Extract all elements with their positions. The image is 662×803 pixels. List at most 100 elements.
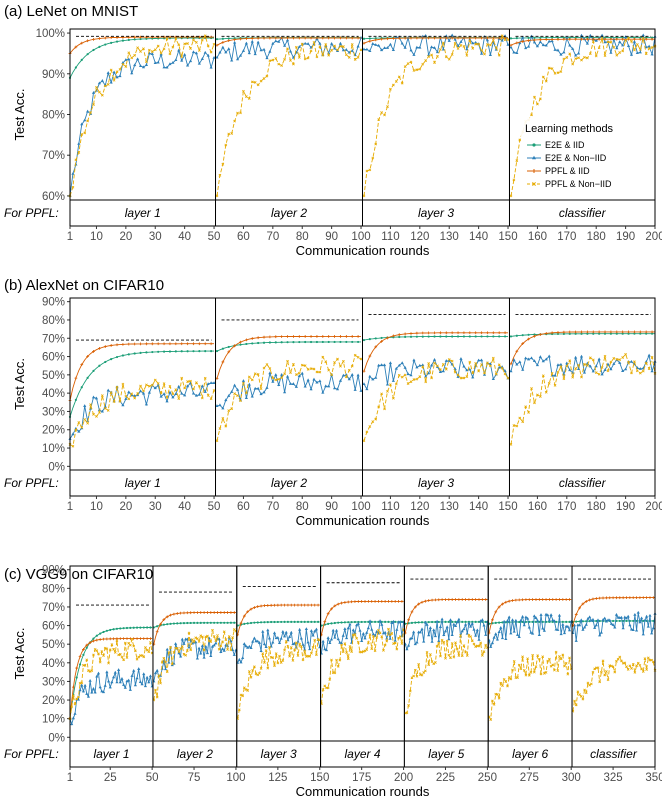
point-e2e-noniid <box>420 627 424 631</box>
point-e2e-noniid <box>321 639 325 643</box>
point-e2e-iid <box>172 622 176 625</box>
point-e2e-iid <box>95 634 98 637</box>
point-e2e-iid <box>227 345 230 349</box>
point-ppfl-noniid <box>189 379 192 383</box>
legend-key-marker <box>532 143 536 147</box>
point-ppfl-noniid <box>75 697 79 701</box>
point-ppfl-iid <box>292 335 295 338</box>
point-e2e-noniid <box>502 619 506 623</box>
point-ppfl-noniid <box>360 650 364 654</box>
point-e2e-noniid <box>614 613 619 616</box>
point-ppfl-noniid <box>333 361 336 364</box>
point-e2e-iid <box>327 622 330 625</box>
point-ppfl-noniid <box>135 657 139 661</box>
point-ppfl-noniid <box>377 629 380 632</box>
point-ppfl-iid <box>306 603 310 607</box>
point-e2e-noniid <box>547 354 551 358</box>
series-line-e2e-noniid <box>69 382 214 440</box>
point-ppfl-noniid <box>464 650 467 654</box>
point-e2e-iid <box>562 332 565 335</box>
point-ppfl-iid <box>125 637 129 641</box>
point-e2e-noniid <box>444 359 448 362</box>
point-e2e-noniid <box>623 615 627 619</box>
point-e2e-iid <box>368 338 371 341</box>
point-e2e-noniid <box>200 384 204 388</box>
point-e2e-noniid <box>262 642 267 646</box>
point-ppfl-noniid <box>483 371 486 375</box>
point-ppfl-noniid <box>328 677 332 681</box>
point-e2e-noniid <box>645 614 649 618</box>
point-e2e-noniid <box>565 36 569 40</box>
point-ppfl-noniid <box>626 668 630 671</box>
point-ppfl-noniid <box>603 673 607 677</box>
point-e2e-iid <box>135 626 139 629</box>
point-ppfl-noniid <box>256 372 260 376</box>
point-ppfl-noniid <box>386 389 389 393</box>
point-ppfl-noniid <box>222 630 226 634</box>
point-ppfl-noniid <box>430 53 433 57</box>
point-ppfl-noniid <box>447 653 451 657</box>
point-e2e-noniid <box>441 47 445 51</box>
point-ppfl-noniid <box>77 421 81 424</box>
y-tick-label: 30% <box>42 406 65 418</box>
point-e2e-noniid <box>421 34 425 38</box>
point-e2e-iid <box>363 620 367 624</box>
point-e2e-noniid <box>600 33 604 37</box>
point-e2e-iid <box>122 627 125 630</box>
point-e2e-iid <box>368 37 371 40</box>
point-e2e-noniid <box>272 631 277 635</box>
point-ppfl-noniid <box>621 356 625 359</box>
point-ppfl-iid <box>580 37 583 41</box>
point-ppfl-noniid <box>565 56 569 59</box>
point-ppfl-noniid <box>390 631 394 635</box>
point-ppfl-iid <box>286 335 289 338</box>
point-ppfl-iid <box>186 342 189 346</box>
point-ppfl-iid <box>115 343 119 347</box>
point-e2e-noniid <box>81 689 86 693</box>
point-e2e-noniid <box>185 384 190 388</box>
point-ppfl-iid <box>604 596 608 600</box>
point-ppfl-noniid <box>280 64 284 67</box>
x-tick-label: 140 <box>469 501 488 513</box>
x-tick-label: 70 <box>266 231 279 243</box>
point-e2e-noniid <box>480 618 484 621</box>
point-e2e-noniid <box>447 358 451 362</box>
point-e2e-noniid <box>244 644 248 648</box>
point-e2e-iid <box>494 621 497 624</box>
point-ppfl-noniid <box>465 375 469 379</box>
point-ppfl-noniid <box>230 407 234 411</box>
point-e2e-noniid <box>350 372 354 376</box>
point-ppfl-noniid <box>309 367 313 371</box>
point-ppfl-noniid <box>427 663 431 667</box>
point-ppfl-noniid <box>462 376 466 380</box>
point-e2e-noniid <box>586 616 590 620</box>
point-ppfl-noniid <box>647 367 651 371</box>
point-e2e-iid <box>445 335 448 338</box>
point-ppfl-iid <box>474 36 478 40</box>
point-ppfl-iid <box>74 376 78 380</box>
point-ppfl-noniid <box>98 411 101 414</box>
point-e2e-noniid <box>559 362 563 366</box>
point-ppfl-iid <box>309 335 313 338</box>
point-e2e-noniid <box>428 626 432 629</box>
point-e2e-noniid <box>246 645 250 649</box>
point-ppfl-noniid <box>105 647 109 651</box>
point-e2e-noniid <box>526 357 531 361</box>
point-e2e-iid <box>327 340 330 344</box>
point-e2e-noniid <box>418 363 422 367</box>
point-e2e-noniid <box>371 377 375 381</box>
point-e2e-iid <box>121 354 125 357</box>
point-ppfl-noniid <box>618 655 622 659</box>
point-ppfl-iid <box>387 599 390 603</box>
point-e2e-noniid <box>209 65 213 69</box>
point-ppfl-noniid <box>236 394 239 398</box>
point-e2e-noniid <box>380 363 384 367</box>
point-ppfl-noniid <box>206 634 209 638</box>
point-ppfl-noniid <box>277 62 281 66</box>
point-e2e-noniid <box>327 384 331 388</box>
point-e2e-iid <box>92 369 95 373</box>
point-ppfl-noniid <box>601 659 605 663</box>
point-ppfl-noniid <box>633 670 637 674</box>
point-ppfl-noniid <box>603 54 607 58</box>
point-ppfl-noniid <box>383 643 387 647</box>
